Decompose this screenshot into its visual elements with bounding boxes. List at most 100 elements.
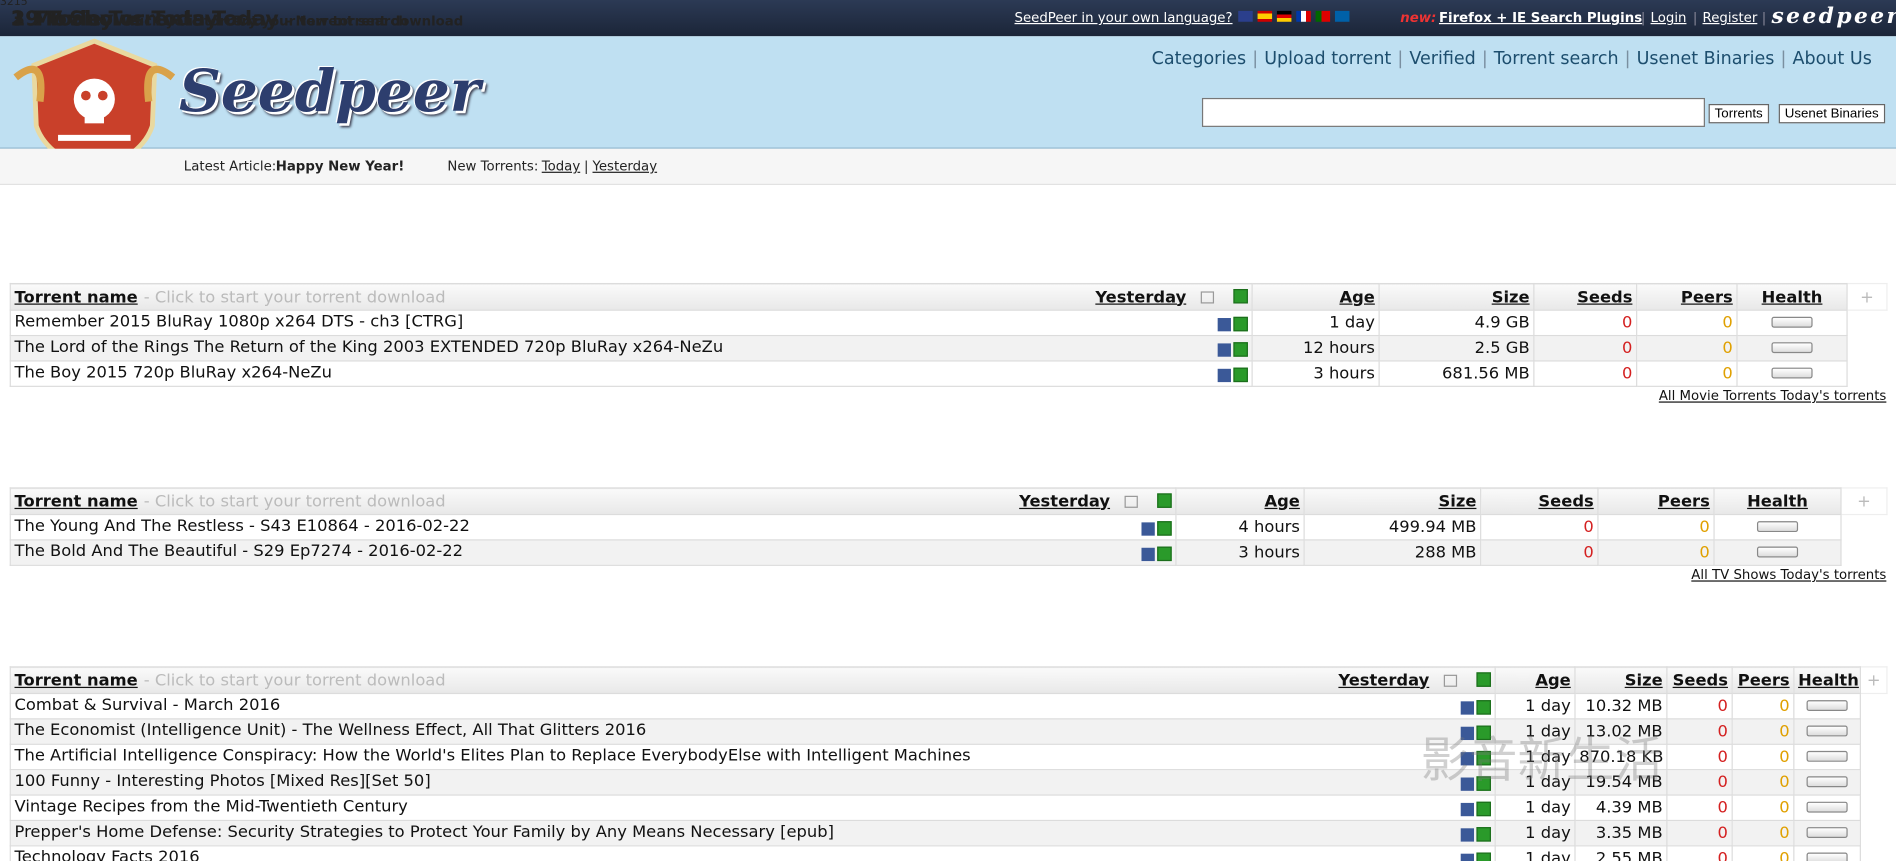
facebook-icon[interactable] bbox=[1141, 521, 1155, 536]
facebook-icon[interactable] bbox=[1460, 751, 1475, 765]
column-header[interactable]: Seeds bbox=[1577, 287, 1633, 307]
facebook-icon[interactable] bbox=[1141, 547, 1155, 561]
peers-cell: 0 bbox=[1636, 334, 1738, 362]
health-cell bbox=[1713, 539, 1842, 566]
check-icon[interactable] bbox=[1476, 826, 1491, 841]
torrent-link[interactable]: The Young And The Restless - S43 E10864 … bbox=[14, 515, 470, 536]
torrent-link[interactable]: Vintage Recipes from the Mid-Twentieth C… bbox=[14, 796, 408, 816]
row-icons bbox=[1215, 315, 1248, 334]
column-header[interactable]: Yesterday bbox=[1019, 491, 1111, 511]
size-cell: 288 MB bbox=[1303, 539, 1482, 566]
flag[interactable] bbox=[1315, 10, 1331, 22]
column-header[interactable]: Size bbox=[1438, 491, 1477, 511]
logo-emblem[interactable] bbox=[10, 29, 179, 175]
expand-button[interactable]: + bbox=[1857, 491, 1871, 511]
age-cell: 1 day bbox=[1494, 845, 1576, 861]
facebook-icon[interactable] bbox=[1460, 853, 1475, 861]
column-header[interactable]: Size bbox=[1491, 287, 1530, 307]
header-cell: + bbox=[1859, 666, 1888, 695]
flag[interactable] bbox=[1238, 10, 1253, 22]
flag[interactable] bbox=[1276, 10, 1292, 22]
search-input[interactable] bbox=[1201, 97, 1705, 127]
torrent-link[interactable]: Prepper's Home Defense: Security Strateg… bbox=[14, 821, 834, 841]
peers-cell: 0 bbox=[1731, 692, 1795, 720]
check-icon[interactable] bbox=[1233, 366, 1248, 382]
column-header[interactable]: Peers bbox=[1737, 670, 1790, 690]
expand-button[interactable]: + bbox=[1866, 670, 1881, 690]
torrent-link[interactable]: The Artificial Intelligence Conspiracy: … bbox=[14, 745, 971, 765]
facebook-icon[interactable] bbox=[1217, 342, 1231, 357]
check-icon[interactable] bbox=[1476, 671, 1491, 687]
torrent-link[interactable]: Remember 2015 BluRay 1080p x264 DTS - ch… bbox=[14, 311, 464, 331]
check-icon[interactable] bbox=[1476, 750, 1491, 765]
section-footer-link[interactable]: All Movie Torrents Today's torrents bbox=[1658, 388, 1887, 404]
peers-cell: 0 bbox=[1731, 718, 1795, 745]
check-icon[interactable] bbox=[1157, 492, 1172, 508]
column-header[interactable]: Peers bbox=[1680, 287, 1733, 307]
flag[interactable] bbox=[1257, 10, 1273, 22]
torrent-link[interactable]: The Lord of the Rings The Return of the … bbox=[14, 336, 724, 357]
nav-link[interactable]: About Us bbox=[1792, 49, 1872, 69]
torrent-link[interactable]: The Boy 2015 720p BluRay x264-NeZu bbox=[14, 362, 332, 382]
search-button[interactable]: Torrents bbox=[1708, 103, 1769, 124]
nav-link[interactable]: Categories bbox=[1151, 49, 1247, 69]
nav-link[interactable]: Verified bbox=[1409, 49, 1476, 69]
column-header[interactable]: Size bbox=[1624, 670, 1663, 690]
article-link[interactable]: Happy New Year! bbox=[275, 158, 405, 175]
section-footer-link[interactable]: All TV Shows Today's torrents bbox=[1691, 567, 1887, 583]
nav-link[interactable]: Usenet Binaries bbox=[1636, 49, 1775, 69]
logo[interactable]: Seedpeer bbox=[178, 58, 481, 126]
torrent-link[interactable]: 100 Funny - Interesting Photos [Mixed Re… bbox=[14, 770, 431, 791]
language-link[interactable]: SeedPeer in your own language? bbox=[1014, 9, 1233, 26]
torrent-link[interactable]: Technology Facts 2016 bbox=[14, 847, 200, 861]
yesterday-link[interactable]: Yesterday bbox=[592, 158, 658, 175]
column-header[interactable]: Age bbox=[1339, 287, 1375, 307]
section-title: 2 TV Shows Today bbox=[10, 7, 219, 32]
nav-link[interactable]: Upload torrent bbox=[1264, 49, 1392, 69]
facebook-icon[interactable] bbox=[1460, 827, 1475, 841]
column-header[interactable]: Health bbox=[1747, 491, 1808, 511]
check-icon[interactable] bbox=[1476, 724, 1491, 740]
check-icon[interactable] bbox=[1233, 288, 1248, 303]
column-header[interactable]: Seeds bbox=[1672, 670, 1728, 690]
register-link[interactable]: Register bbox=[1702, 9, 1758, 26]
column-header[interactable]: Health bbox=[1761, 287, 1823, 307]
facebook-icon[interactable] bbox=[1460, 802, 1475, 816]
today-link[interactable]: Today bbox=[541, 158, 581, 175]
column-header[interactable]: Age bbox=[1264, 491, 1300, 511]
column-header[interactable]: Yesterday bbox=[1095, 287, 1187, 307]
torrent-link[interactable]: The Economist (Intelligence Unit) - The … bbox=[14, 720, 647, 740]
check-icon[interactable] bbox=[1476, 699, 1491, 715]
check-icon[interactable] bbox=[1476, 851, 1491, 861]
plugins-link[interactable]: Firefox + IE Search Plugins bbox=[1438, 9, 1643, 26]
facebook-icon[interactable] bbox=[1460, 776, 1475, 791]
torrent-link[interactable]: The Bold And The Beautiful - S29 Ep7274 … bbox=[14, 541, 464, 561]
column-header[interactable]: Torrent name bbox=[14, 670, 138, 690]
column-header[interactable]: Yesterday bbox=[1338, 670, 1430, 690]
column-header[interactable]: Health bbox=[1798, 670, 1859, 690]
health-bar bbox=[1806, 725, 1848, 737]
check-icon[interactable] bbox=[1157, 545, 1172, 561]
flag[interactable] bbox=[1334, 10, 1350, 22]
flag[interactable] bbox=[1296, 10, 1311, 22]
facebook-icon[interactable] bbox=[1460, 700, 1475, 715]
check-icon[interactable] bbox=[1476, 775, 1491, 791]
check-icon[interactable] bbox=[1233, 341, 1248, 357]
column-header[interactable]: Seeds bbox=[1538, 491, 1594, 511]
column-header[interactable]: Age bbox=[1535, 670, 1571, 690]
expand-button[interactable]: + bbox=[1860, 287, 1874, 307]
facebook-icon[interactable] bbox=[1217, 368, 1231, 382]
column-header[interactable]: Torrent name bbox=[14, 491, 138, 511]
check-icon[interactable] bbox=[1157, 520, 1172, 536]
torrent-link[interactable]: Combat & Survival - March 2016 bbox=[14, 694, 281, 715]
facebook-icon[interactable] bbox=[1217, 317, 1231, 331]
login-link[interactable]: Login bbox=[1650, 9, 1687, 26]
check-icon[interactable] bbox=[1476, 801, 1491, 816]
facebook-icon[interactable] bbox=[1460, 726, 1475, 740]
health-cell bbox=[1736, 309, 1848, 337]
search-button[interactable]: Usenet Binaries bbox=[1778, 103, 1885, 124]
column-header[interactable]: Peers bbox=[1657, 491, 1710, 511]
check-icon[interactable] bbox=[1233, 316, 1248, 331]
column-header[interactable]: Torrent name bbox=[14, 287, 138, 307]
nav-link[interactable]: Torrent search bbox=[1493, 49, 1619, 69]
